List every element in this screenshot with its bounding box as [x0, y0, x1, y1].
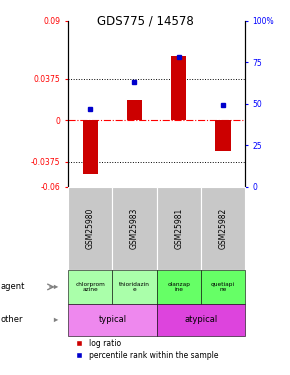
Text: thioridazin
e: thioridazin e — [119, 282, 150, 292]
Bar — [201, 187, 245, 270]
Text: GSM25980: GSM25980 — [86, 208, 95, 249]
Bar — [157, 187, 201, 270]
Text: atypical: atypical — [184, 315, 218, 324]
Text: GSM25981: GSM25981 — [174, 208, 183, 249]
Text: GSM25982: GSM25982 — [218, 208, 227, 249]
Bar — [215, 120, 231, 152]
Bar — [171, 56, 186, 120]
Text: GDS775 / 14578: GDS775 / 14578 — [97, 14, 193, 27]
Bar — [68, 270, 112, 304]
Bar — [83, 120, 98, 174]
Bar — [112, 270, 157, 304]
Bar — [112, 187, 157, 270]
Text: chlorprom
azine: chlorprom azine — [75, 282, 105, 292]
Text: quetiapi
ne: quetiapi ne — [211, 282, 235, 292]
Text: GSM25983: GSM25983 — [130, 208, 139, 249]
Bar — [157, 304, 245, 336]
Text: olanzap
ine: olanzap ine — [167, 282, 190, 292]
Text: agent: agent — [1, 282, 25, 291]
Text: other: other — [1, 315, 23, 324]
Text: typical: typical — [98, 315, 126, 324]
Bar — [157, 270, 201, 304]
Bar — [68, 187, 112, 270]
Bar — [68, 304, 157, 336]
Bar — [201, 270, 245, 304]
Bar — [127, 100, 142, 120]
Legend: log ratio, percentile rank within the sample: log ratio, percentile rank within the sa… — [70, 338, 219, 360]
